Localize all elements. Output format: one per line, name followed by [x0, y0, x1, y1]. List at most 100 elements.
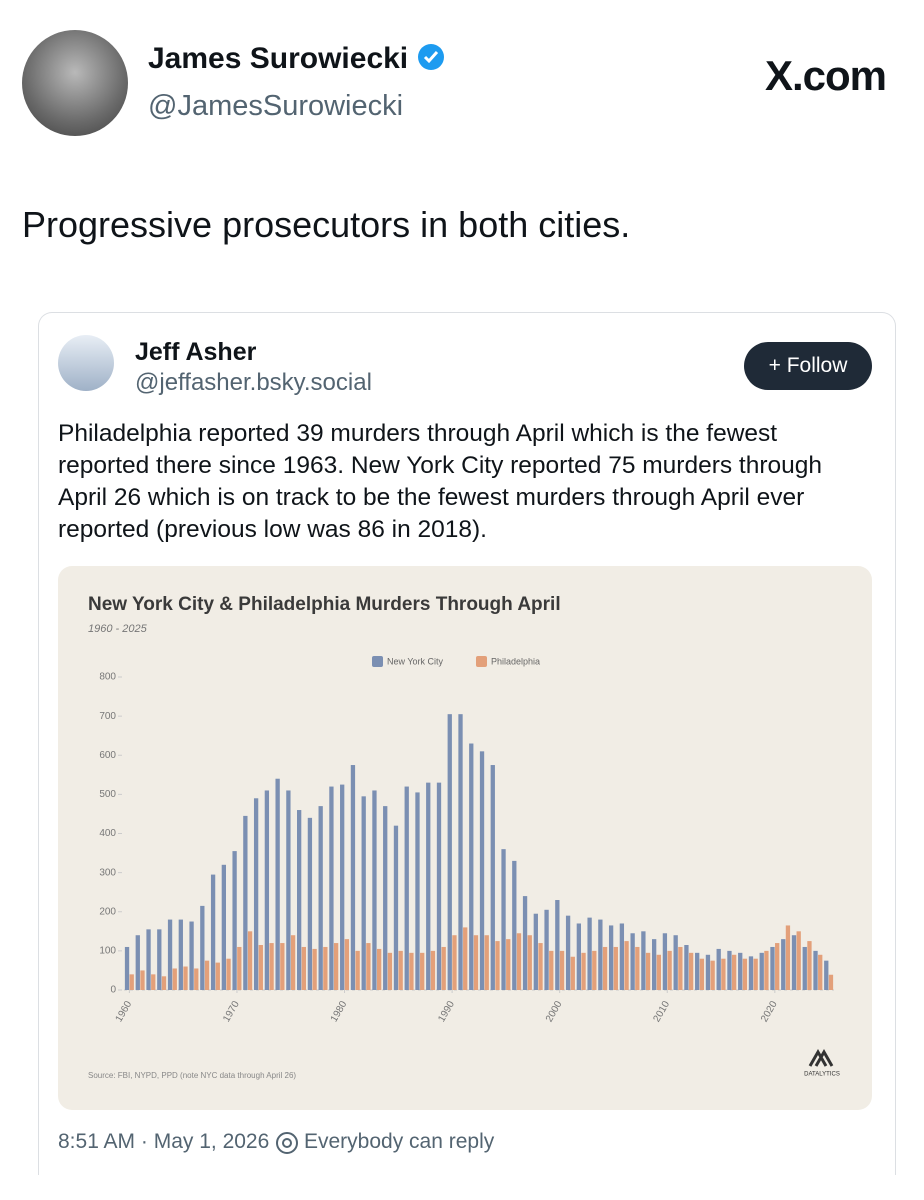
y-tick-label: 0: [110, 985, 116, 996]
chart-panel: [58, 566, 872, 1110]
bar: [387, 952, 393, 990]
bar: [350, 765, 356, 990]
bar: [361, 796, 366, 990]
bar: [506, 939, 511, 990]
bar: [420, 952, 425, 990]
bar: [667, 950, 672, 990]
bar: [824, 960, 829, 990]
quoted-avatar[interactable]: [58, 335, 114, 391]
timestamp[interactable]: 8:51 AM · May 1, 2026: [58, 1130, 270, 1153]
bar: [602, 946, 608, 990]
bar: [275, 778, 280, 990]
bar: [243, 815, 248, 990]
site-label: X.com: [764, 52, 887, 99]
bar: [656, 954, 661, 990]
bar: [624, 941, 629, 990]
author-name[interactable]: James Surowiecki: [148, 42, 445, 76]
bar: [204, 960, 210, 990]
bar: [565, 915, 571, 990]
bar: [522, 896, 528, 990]
reply-icon: [276, 1132, 298, 1154]
bar: [161, 976, 167, 990]
bar: [194, 968, 199, 990]
bar: [699, 958, 705, 990]
bar: [673, 935, 678, 990]
bar: [688, 952, 694, 990]
legend-label: New York City: [387, 656, 444, 666]
bar: [301, 946, 306, 990]
y-tick-label: 800: [99, 672, 116, 683]
bar: [183, 966, 188, 990]
bar: [232, 851, 237, 990]
legend-label: Philadelphia: [491, 656, 540, 666]
bar: [512, 860, 517, 990]
bar: [253, 798, 259, 990]
bar: [333, 943, 339, 990]
bar: [613, 946, 618, 990]
legend-swatch: [476, 656, 487, 667]
bar: [678, 946, 683, 990]
logo-mark: [808, 1048, 834, 1067]
bar: [415, 792, 420, 990]
chart-title: New York City & Philadelphia Murders Thr…: [88, 594, 561, 615]
bar: [796, 931, 801, 990]
bar: [630, 933, 635, 990]
quoted-handle[interactable]: @jeffasher.bsky.social: [135, 369, 372, 396]
bar: [124, 946, 130, 990]
bar: [608, 925, 614, 990]
bar: [377, 948, 382, 990]
chart-subtitle: 1960 - 2025: [88, 623, 148, 635]
follow-button[interactable]: + Follow: [744, 342, 872, 390]
bar: [538, 943, 543, 990]
bar: [312, 948, 317, 990]
bar: [426, 782, 431, 990]
author-handle[interactable]: @JamesSurowiecki: [148, 90, 404, 122]
bar: [759, 952, 764, 990]
bar: [828, 974, 834, 990]
bar: [404, 786, 409, 990]
quoted-text: Philadelphia reported 39 murders through…: [58, 420, 823, 543]
bar: [264, 790, 270, 990]
bar: [775, 943, 780, 990]
bar: [458, 714, 463, 990]
y-tick-label: 400: [99, 828, 116, 839]
bar: [146, 929, 151, 990]
bar: [355, 950, 360, 990]
y-tick-label: 600: [99, 750, 116, 761]
quoted-card: [38, 312, 896, 1175]
bar: [559, 950, 565, 990]
bar: [818, 954, 823, 990]
bar: [200, 905, 205, 990]
bar: [436, 782, 442, 990]
bar: [732, 954, 737, 990]
y-tick-label: 700: [99, 711, 116, 722]
bar: [479, 751, 485, 990]
bar: [635, 946, 640, 990]
bar: [452, 935, 457, 990]
y-tick-label: 500: [99, 789, 116, 800]
bar: [135, 935, 140, 990]
bar: [297, 810, 302, 990]
bar: [151, 974, 156, 990]
quoted-name[interactable]: Jeff Asher: [135, 338, 257, 366]
bar: [544, 909, 549, 990]
bar: [641, 931, 646, 990]
bar: [398, 950, 403, 990]
bar: [781, 939, 786, 990]
bar: [344, 939, 350, 990]
bar: [802, 946, 807, 990]
author-avatar[interactable]: [22, 30, 128, 136]
post-text: Progressive prosecutors in both cities.: [22, 204, 631, 245]
chart: New York City & Philadelphia Murders Thr…: [58, 566, 872, 1110]
author-name-text[interactable]: James Surowiecki: [148, 42, 409, 75]
bar: [167, 919, 173, 990]
bar: [340, 784, 345, 990]
bar: [555, 900, 560, 990]
bar: [645, 952, 651, 990]
bar: [576, 923, 581, 990]
bar: [430, 950, 436, 990]
bar: [619, 923, 625, 990]
bar: [473, 935, 479, 990]
bar: [323, 946, 328, 990]
